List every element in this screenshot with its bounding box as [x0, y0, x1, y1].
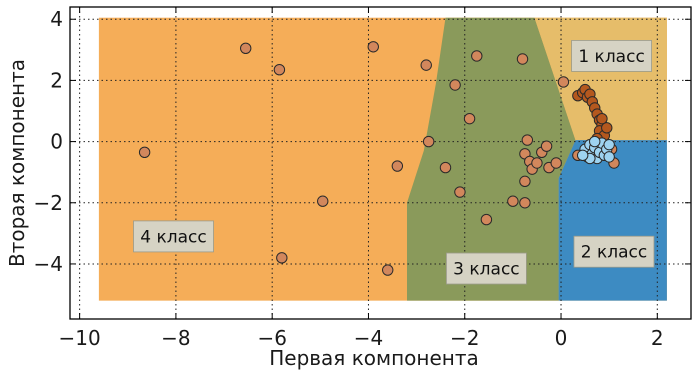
class-label-box: [573, 235, 655, 268]
data-point: [550, 157, 562, 169]
y-tick-label: −4: [34, 252, 63, 276]
data-points: [138, 41, 620, 276]
data-point: [138, 146, 151, 158]
data-point: [519, 175, 531, 188]
data-point: [576, 149, 589, 162]
data-point: [463, 112, 476, 125]
data-point: [367, 41, 379, 53]
data-point: [507, 195, 519, 207]
class-label-4: 4 класс: [140, 227, 206, 247]
class-label-2: 2 класс: [581, 243, 647, 263]
y-tick-label: 2: [50, 68, 63, 92]
y-tick-label: −2: [34, 191, 63, 215]
data-point: [276, 252, 288, 264]
class-labels: 1 класс 2 класс 3 класс 4 класс: [133, 40, 655, 285]
data-point: [420, 59, 432, 71]
data-point: [603, 138, 615, 151]
data-point: [471, 50, 483, 62]
data-point: [449, 79, 461, 91]
x-tick-label: 0: [555, 326, 568, 350]
x-tick-label: −10: [59, 326, 101, 350]
y-tick-label: 0: [50, 130, 63, 154]
class-label-1: 1 класс: [578, 47, 644, 67]
data-point: [439, 161, 452, 174]
class-label-box: [446, 252, 527, 285]
data-point: [596, 112, 608, 125]
x-tick-label: −6: [257, 326, 286, 350]
data-point: [273, 64, 286, 76]
y-tick-label: 4: [50, 7, 63, 31]
data-point: [422, 135, 435, 148]
x-tick-label: 2: [651, 326, 664, 350]
data-point: [382, 264, 394, 276]
data-point: [540, 140, 553, 152]
data-point: [557, 76, 570, 88]
x-tick-label: −2: [450, 326, 479, 350]
data-point: [391, 160, 404, 172]
class-label-box: [571, 40, 652, 72]
x-axis-label: Первая компонента: [269, 346, 479, 370]
x-tick-label: −4: [354, 326, 383, 350]
data-point: [531, 157, 543, 169]
data-point: [589, 135, 601, 148]
data-point: [480, 213, 493, 226]
data-point: [603, 151, 615, 163]
x-tick-label: −8: [161, 326, 190, 350]
plot-frame: [69, 6, 692, 320]
data-point: [601, 122, 613, 134]
class-label-3: 3 класс: [453, 260, 519, 280]
data-point: [317, 195, 329, 207]
axis-ticks: −10 −8 −6 −4 −2 0 2 −4 −2 0 2 4: [34, 7, 691, 350]
data-point: [240, 42, 252, 54]
class-label-box: [133, 220, 214, 253]
y-axis-label: Вторая компонента: [5, 59, 29, 267]
region-3: [407, 17, 576, 301]
data-point: [516, 53, 529, 65]
data-point: [454, 186, 466, 198]
data-point: [521, 134, 534, 146]
data-point: [519, 197, 531, 209]
